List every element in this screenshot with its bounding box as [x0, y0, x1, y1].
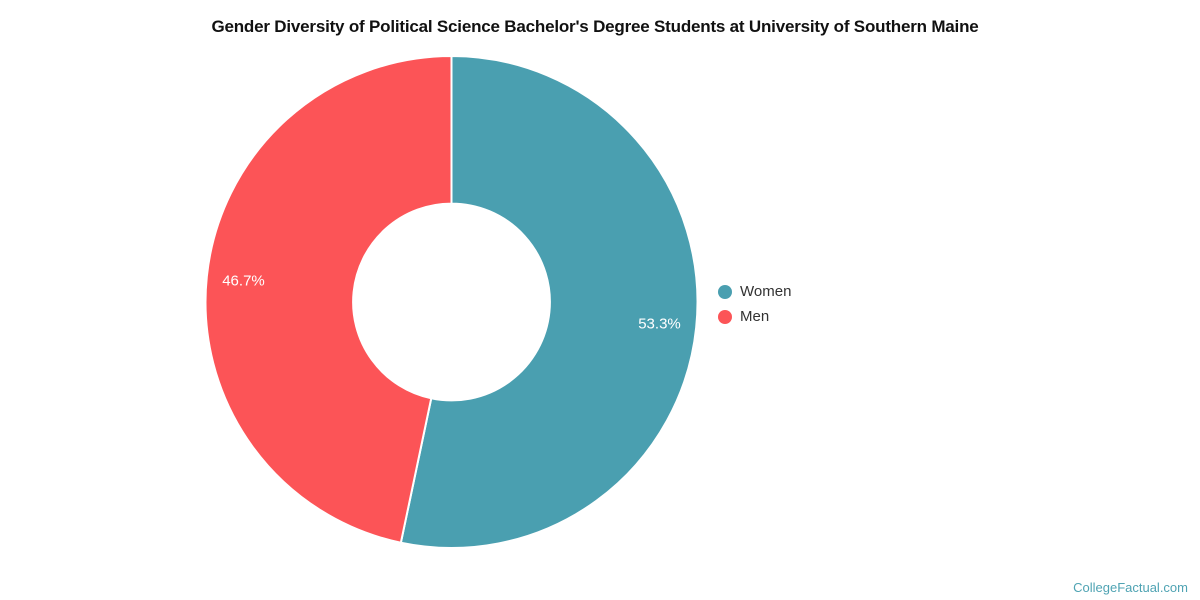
legend-marker-women-icon — [718, 284, 732, 299]
slice-label-men: 46.7% — [222, 272, 265, 289]
pie-slice-men[interactable] — [204, 55, 453, 544]
legend-marker-men-icon — [718, 309, 732, 324]
legend: Women Men — [718, 281, 791, 327]
legend-item-women[interactable]: Women — [718, 281, 791, 302]
slice-label-women: 53.3% — [638, 316, 681, 333]
legend-label-women: Women — [740, 283, 792, 300]
credit-link[interactable]: CollegeFactual.com — [1073, 580, 1188, 595]
chart-title: Gender Diversity of Political Science Ba… — [211, 17, 979, 36]
pie-slice-women[interactable] — [399, 55, 699, 549]
legend-item-men[interactable]: Men — [718, 306, 791, 327]
legend-label-men: Men — [740, 308, 770, 325]
